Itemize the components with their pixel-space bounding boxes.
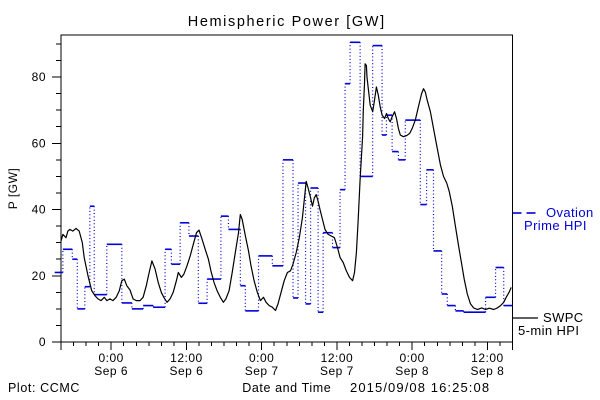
ovation-legend-label: Prime HPI: [524, 218, 587, 233]
x-tick-time-label: 12:00: [321, 351, 354, 365]
x-tick-time-label: 0:00: [98, 351, 123, 365]
x-tick-time-label: 0:00: [399, 351, 424, 365]
x-tick-time-label: 12:00: [170, 351, 203, 365]
swpc-legend-label: SWPC: [543, 310, 584, 325]
swpc-line: [60, 63, 512, 312]
x-axis-title: Date and Time: [242, 381, 331, 395]
y-tick-label: 80: [32, 70, 46, 84]
ovation-legend-label: Ovation: [546, 205, 594, 220]
y-tick-label: 20: [32, 269, 46, 283]
x-tick-date-label: Sep 8: [395, 364, 429, 378]
plot-credit: Plot: CCMC: [8, 381, 80, 395]
y-tick-label: 0: [39, 335, 46, 349]
y-axis-title: P [GW]: [6, 168, 20, 209]
x-tick-date-label: Sep 7: [245, 364, 279, 378]
x-tick-time-label: 0:00: [249, 351, 274, 365]
swpc-legend-label: 5-min HPI: [518, 323, 579, 338]
timestamp: 2015/09/08 16:25:08: [350, 380, 490, 395]
x-tick-date-label: Sep 6: [94, 364, 128, 378]
x-tick-date-label: Sep 6: [169, 364, 203, 378]
y-tick-label: 60: [32, 136, 46, 150]
plot-frame: [60, 34, 513, 343]
chart-title: Hemispheric Power [GW]: [188, 14, 386, 30]
x-tick-time-label: 12:00: [471, 351, 504, 365]
x-tick-date-label: Sep 8: [470, 364, 504, 378]
x-tick-date-label: Sep 7: [320, 364, 354, 378]
y-tick-label: 40: [32, 203, 46, 217]
